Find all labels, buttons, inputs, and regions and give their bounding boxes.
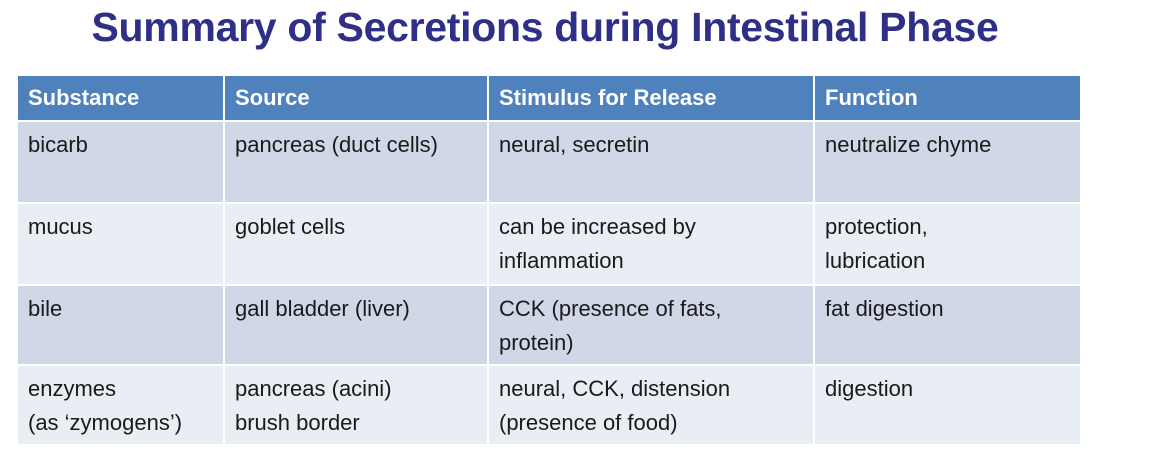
cell-line: CCK (presence of fats, — [499, 296, 722, 321]
cell-line: bicarb — [28, 132, 88, 157]
cell-substance: enzymes (as ‘zymogens’) — [18, 364, 225, 446]
cell-stimulus: can be increased by inflammation — [487, 202, 815, 286]
cell-line: inflammation — [499, 248, 624, 273]
header-substance: Substance — [18, 76, 225, 122]
cell-source: pancreas (duct cells) — [223, 120, 489, 204]
table-row: bicarb pancreas (duct cells) neural, sec… — [18, 120, 1080, 204]
cell-function: fat digestion — [813, 284, 1080, 366]
cell-source: gall bladder (liver) — [223, 284, 489, 366]
cell-function: digestion — [813, 364, 1080, 446]
cell-source: pancreas (acini) brush border — [223, 364, 489, 446]
header-stimulus: Stimulus for Release — [487, 76, 815, 122]
cell-line: fat digestion — [825, 296, 944, 321]
table-row: bile gall bladder (liver) CCK (presence … — [18, 284, 1080, 366]
cell-stimulus: CCK (presence of fats, protein) — [487, 284, 815, 366]
cell-line: protein) — [499, 330, 574, 355]
header-source: Source — [223, 76, 489, 122]
cell-line: brush border — [235, 410, 360, 435]
cell-line: neutralize chyme — [825, 132, 992, 157]
cell-stimulus: neural, secretin — [487, 120, 815, 204]
cell-line: (presence of food) — [499, 410, 678, 435]
cell-line: neural, CCK, distension — [499, 376, 731, 401]
cell-line: pancreas (acini) — [235, 376, 392, 401]
cell-line: digestion — [825, 376, 914, 401]
secretions-table: Substance Source Stimulus for Release Fu… — [18, 76, 1080, 446]
cell-line: bile — [28, 296, 63, 321]
table-row: enzymes (as ‘zymogens’) pancreas (acini)… — [18, 364, 1080, 446]
cell-function: neutralize chyme — [813, 120, 1080, 204]
cell-line: lubrication — [825, 248, 926, 273]
cell-line: enzymes — [28, 376, 117, 401]
table-row: mucus goblet cells can be increased by i… — [18, 202, 1080, 286]
cell-line: goblet cells — [235, 214, 346, 239]
cell-stimulus: neural, CCK, distension (presence of foo… — [487, 364, 815, 446]
cell-line: protection, — [825, 214, 928, 239]
header-function: Function — [813, 76, 1080, 122]
cell-line: mucus — [28, 214, 93, 239]
cell-line: pancreas (duct cells) — [235, 132, 438, 157]
cell-line: (as ‘zymogens’) — [28, 410, 183, 435]
cell-substance: bile — [18, 284, 225, 366]
table-header-row: Substance Source Stimulus for Release Fu… — [18, 76, 1080, 122]
cell-substance: mucus — [18, 202, 225, 286]
slide-title: Summary of Secretions during Intestinal … — [91, 4, 999, 50]
cell-line: can be increased by — [499, 214, 696, 239]
cell-line: neural, secretin — [499, 132, 650, 157]
cell-substance: bicarb — [18, 120, 225, 204]
cell-source: goblet cells — [223, 202, 489, 286]
cell-line: gall bladder (liver) — [235, 296, 410, 321]
cell-function: protection, lubrication — [813, 202, 1080, 286]
